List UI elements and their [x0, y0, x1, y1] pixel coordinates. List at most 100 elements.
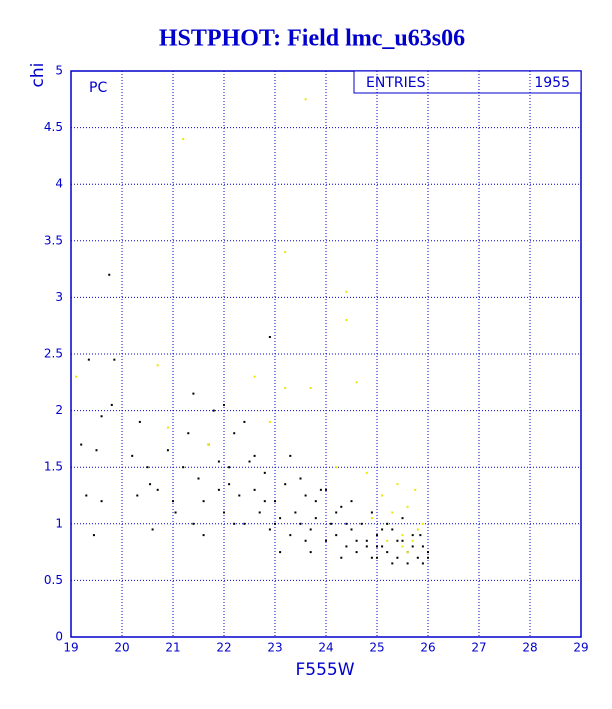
point	[268, 528, 271, 531]
point	[166, 426, 169, 429]
point	[87, 358, 90, 361]
point	[391, 511, 394, 514]
point	[174, 511, 177, 514]
point	[335, 534, 338, 537]
point	[325, 539, 327, 542]
point	[355, 381, 358, 384]
y-tick-label: 0	[55, 630, 63, 644]
point	[156, 488, 159, 491]
x-tick-label: 25	[369, 641, 384, 655]
point	[192, 392, 195, 395]
point	[304, 494, 307, 497]
point	[335, 466, 338, 469]
point	[223, 403, 225, 406]
point	[386, 522, 389, 525]
point	[391, 528, 394, 531]
point	[228, 466, 231, 469]
stats-label: ENTRIES	[366, 75, 426, 91]
point	[187, 432, 190, 435]
y-tick-label: 1	[55, 516, 63, 530]
point	[263, 500, 266, 503]
point	[304, 98, 307, 101]
point	[427, 556, 429, 559]
point	[309, 551, 312, 554]
point	[268, 336, 271, 339]
point	[365, 539, 368, 542]
y-tick-label: 5	[55, 64, 63, 78]
point	[92, 534, 95, 537]
y-tick-label: 1.5	[44, 460, 63, 474]
point	[113, 358, 116, 361]
y-tick-label: 3.5	[44, 233, 63, 247]
point	[345, 319, 348, 322]
x-tick-label: 28	[522, 641, 537, 655]
point	[146, 466, 149, 469]
point	[411, 534, 414, 537]
point	[85, 494, 88, 497]
point	[243, 420, 246, 423]
point	[279, 517, 282, 520]
point	[228, 483, 231, 486]
point	[182, 466, 185, 469]
point	[406, 505, 409, 508]
point	[202, 534, 205, 537]
point	[294, 511, 297, 514]
point	[131, 454, 134, 457]
point	[274, 500, 276, 503]
point	[381, 494, 384, 497]
point	[411, 545, 414, 548]
point	[314, 500, 317, 503]
point	[360, 522, 363, 525]
point	[355, 551, 358, 554]
stats-value: 1955	[534, 75, 570, 91]
point	[284, 251, 287, 254]
point	[253, 488, 256, 491]
point	[419, 534, 422, 537]
point	[427, 551, 429, 554]
point	[340, 556, 343, 559]
x-tick-label: 27	[471, 641, 486, 655]
point	[401, 534, 404, 537]
point	[136, 494, 139, 497]
point	[238, 494, 241, 497]
point	[370, 556, 373, 559]
point	[258, 511, 261, 514]
point	[149, 483, 152, 486]
point	[217, 460, 220, 463]
point	[212, 409, 215, 412]
point	[325, 488, 327, 491]
y-tick-label: 0.5	[44, 573, 63, 587]
point	[350, 500, 353, 503]
point	[304, 539, 307, 542]
point	[156, 364, 159, 367]
point	[319, 488, 322, 491]
point	[309, 386, 312, 389]
x-tick-label: 19	[63, 641, 78, 655]
point	[411, 539, 414, 542]
x-tick-label: 21	[165, 641, 180, 655]
point	[192, 522, 195, 525]
point	[421, 545, 424, 548]
point	[100, 500, 103, 503]
point	[414, 488, 417, 491]
point	[95, 449, 98, 452]
point	[401, 517, 404, 520]
point	[376, 556, 378, 559]
point	[202, 500, 205, 503]
point	[365, 471, 368, 474]
point	[335, 511, 338, 514]
point	[108, 273, 111, 276]
point	[396, 539, 399, 542]
point	[217, 488, 220, 491]
point	[421, 522, 424, 525]
point	[396, 556, 399, 559]
point	[284, 386, 287, 389]
point	[391, 562, 394, 565]
point	[381, 528, 384, 531]
point	[80, 443, 83, 446]
point	[75, 375, 78, 378]
point	[345, 290, 348, 293]
x-tick-label: 22	[216, 641, 231, 655]
point	[279, 551, 282, 554]
